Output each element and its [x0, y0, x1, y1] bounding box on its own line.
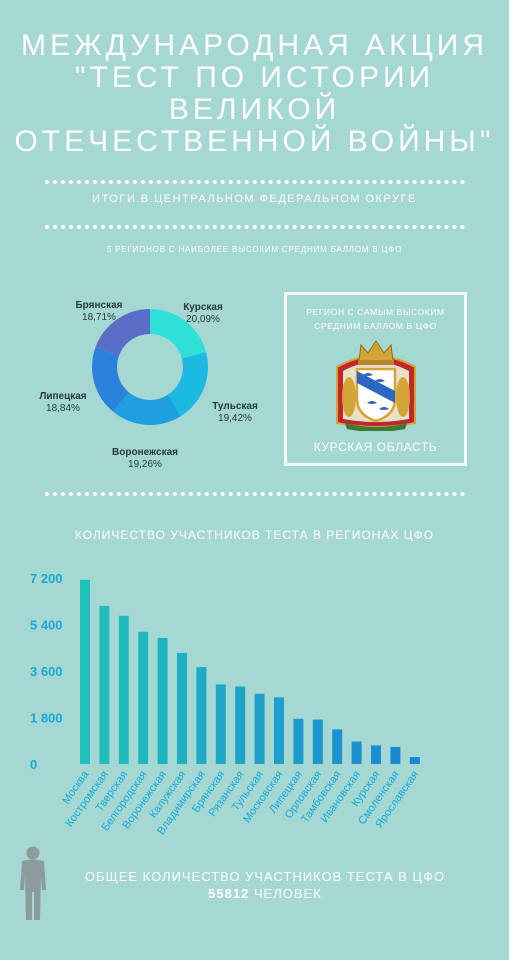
bar — [293, 718, 304, 764]
bar — [157, 637, 168, 764]
total-text: ОБЩЕЕ КОЛИЧЕСТВО УЧАСТНИКОВ ТЕСТА В ЦФО — [84, 869, 446, 884]
best-region-title: РЕГИОН С САМЫМ ВЫСОКИМ СРЕДНИМ БАЛЛОМ В … — [287, 305, 464, 333]
donut-chart — [92, 309, 208, 425]
title-line-3: ВЕЛИКОЙ — [168, 93, 341, 126]
kursk-coat-of-arms-icon — [336, 340, 416, 431]
title-line-4: ОТЕЧЕСТВЕННОЙ ВОЙНЫ" — [14, 125, 495, 158]
pie-label-kurskaya: Курская 20,09% — [183, 302, 223, 325]
page-title: МЕЖДУНАРОДНАЯ АКЦИЯ "ТЕСТ ПО ИСТОРИИ ВЕЛ… — [0, 30, 509, 158]
bar — [138, 631, 149, 764]
total-unit: ЧЕЛОВЕК — [253, 886, 322, 901]
bar — [351, 741, 362, 764]
pie-label-tulskaya: Тульская 19,42% — [212, 401, 258, 424]
bar — [332, 729, 343, 764]
bar — [312, 719, 323, 764]
pie-label-bryanskaya: Брянская 18,71% — [75, 300, 123, 323]
pie-label-lipetskaya: Липецкая 18,84% — [39, 391, 87, 414]
donut-slice-2 — [112, 392, 182, 425]
total-participants: ОБЩЕЕ КОЛИЧЕСТВО УЧАСТНИКОВ ТЕСТА В ЦФО … — [40, 868, 490, 902]
bar — [196, 667, 207, 764]
bar — [80, 579, 90, 764]
best-region-box: РЕГИОН С САМЫМ ВЫСОКИМ СРЕДНИМ БАЛЛОМ В … — [284, 292, 467, 466]
bar — [235, 686, 246, 764]
donut-slice-3 — [92, 347, 129, 412]
title-line-1: МЕЖДУНАРОДНАЯ АКЦИЯ — [20, 29, 488, 62]
donut-slice-4 — [95, 309, 150, 356]
bar — [177, 652, 187, 764]
total-number-line: 55812 ЧЕЛОВЕК — [40, 885, 490, 902]
subtitle: ИТОГИ В ЦЕНТРАЛЬНОМ ФЕДЕРАЛЬНОМ ОКРУГЕ — [92, 193, 417, 205]
best-region-name: КУРСКАЯ ОБЛАСТЬ — [313, 440, 438, 454]
bar — [215, 684, 226, 764]
best-region-title-line-2: СРЕДНИМ БАЛЛОМ В ЦФО — [314, 321, 437, 331]
best-region-title-line-1: РЕГИОН С САМЫМ ВЫСОКИМ — [306, 307, 445, 317]
bar — [371, 745, 381, 764]
bar-chart-title: КОЛИЧЕСТВО УЧАСТНИКОВ ТЕСТА В РЕГИОНАХ Ц… — [74, 528, 435, 542]
y-tick-label: 1 800 — [30, 711, 63, 726]
donut-slice-0 — [150, 309, 207, 359]
divider-dots-1 — [45, 180, 465, 184]
pie-label-voronezhskaya: Воронежская 19,26% — [112, 447, 178, 470]
bar — [274, 697, 284, 764]
bar — [390, 746, 401, 764]
y-tick-label: 3 600 — [30, 664, 63, 679]
y-tick-label: 7 200 — [30, 571, 63, 586]
divider-dots-2 — [45, 225, 465, 229]
donut-slice-1 — [167, 352, 208, 417]
total-number: 55812 — [208, 886, 250, 901]
top5-title: 5 РЕГИОНОВ С НАИБОЛЕЕ ВЫСОКИМ СРЕДНИМ БА… — [106, 245, 403, 254]
divider-dots-3 — [45, 492, 465, 496]
y-tick-label: 0 — [30, 757, 37, 772]
title-line-2: "ТЕСТ ПО ИСТОРИИ — [74, 61, 435, 94]
bar — [99, 605, 110, 764]
bar — [409, 757, 420, 764]
bar — [118, 615, 129, 764]
person-icon — [20, 846, 46, 920]
y-tick-label: 5 400 — [30, 618, 63, 633]
bar — [254, 693, 265, 764]
